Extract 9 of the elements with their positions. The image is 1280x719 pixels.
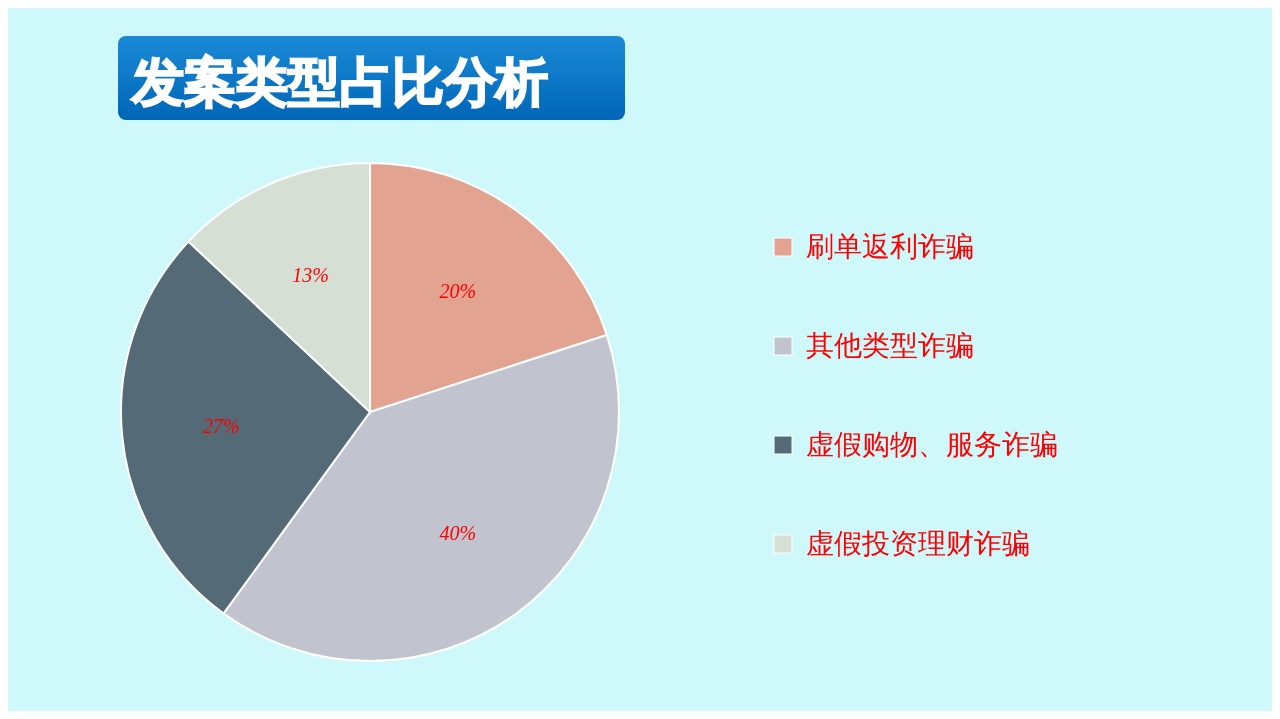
legend-label: 虚假投资理财诈骗 bbox=[806, 527, 1030, 560]
data-label: 20% bbox=[439, 280, 477, 303]
data-label: 27% bbox=[202, 415, 240, 438]
chart-title: 发案类型占比分析 bbox=[130, 52, 548, 112]
legend-label: 其他类型诈骗 bbox=[806, 329, 974, 362]
data-label: 40% bbox=[439, 521, 477, 544]
data-label: 13% bbox=[292, 263, 329, 286]
legend-label: 刷单返利诈骗 bbox=[806, 230, 974, 263]
legend-label: 虚假购物、服务诈骗 bbox=[806, 428, 1058, 461]
